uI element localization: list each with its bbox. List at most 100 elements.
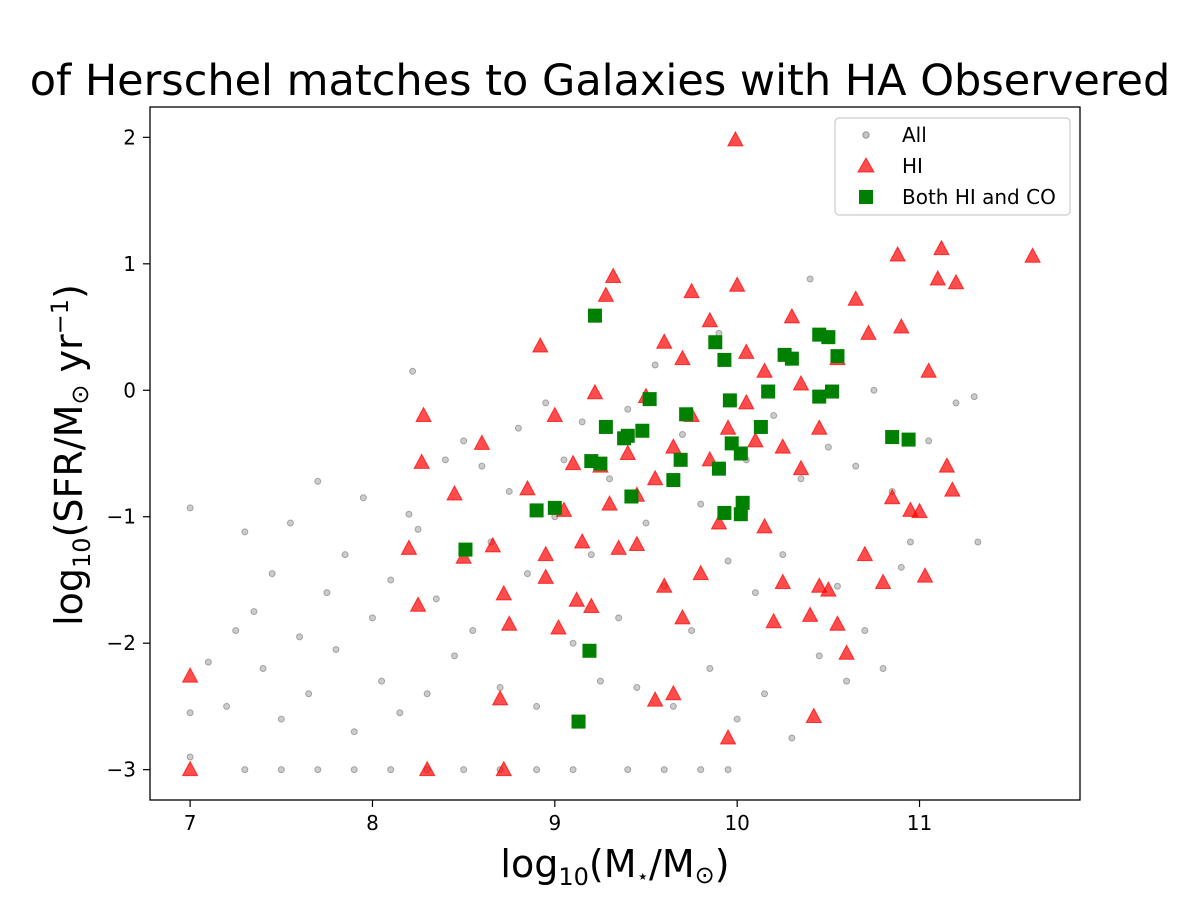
point-all: [770, 412, 778, 420]
legend-all-marker: [862, 131, 870, 139]
point-hi: [810, 419, 828, 435]
series-square: [458, 308, 916, 729]
point-all: [578, 418, 586, 426]
point-hi: [181, 667, 199, 683]
point-hi: [728, 276, 746, 292]
point-both-hi-co: [901, 432, 916, 447]
point-all: [441, 456, 449, 464]
point-all: [305, 690, 313, 698]
point-all: [697, 500, 705, 508]
point-hi: [765, 612, 782, 629]
x-label-star: ⋆: [637, 864, 650, 888]
plot-frame: [149, 106, 1081, 801]
point-all: [542, 399, 550, 407]
point-hi: [537, 545, 555, 562]
point-all: [633, 683, 641, 691]
point-hi: [701, 311, 719, 328]
y-label-mid: yr: [47, 334, 91, 385]
legend-both-label: Both HI and CO: [902, 185, 1056, 209]
point-all: [596, 677, 604, 685]
point-hi: [597, 286, 615, 302]
point-all: [615, 614, 623, 622]
x-label-base: log: [500, 842, 558, 886]
point-hi: [604, 267, 622, 283]
point-hi: [911, 502, 928, 519]
point-all: [332, 646, 340, 654]
point-hi: [601, 495, 618, 511]
point-all: [906, 538, 914, 546]
y-tick-label: 1: [123, 252, 136, 276]
point-hi: [944, 481, 961, 497]
point-all: [779, 551, 787, 559]
point-hi: [801, 606, 819, 622]
point-both-hi-co: [673, 452, 688, 467]
legend-all-label: All: [902, 123, 927, 147]
point-hi: [655, 333, 673, 349]
point-all: [833, 582, 841, 590]
chart-title: of Herschel matches to Galaxies with HA …: [30, 56, 1171, 106]
point-all: [387, 576, 395, 584]
point-hi: [874, 573, 892, 589]
point-hi: [500, 615, 518, 631]
point-both-hi-co: [784, 351, 799, 366]
point-both-hi-co: [635, 423, 650, 438]
point-all: [852, 462, 860, 470]
series-triangle: [181, 130, 1041, 777]
point-all: [861, 627, 869, 635]
point-hi: [938, 457, 956, 473]
point-both-hi-co: [830, 349, 845, 364]
point-hi: [916, 567, 934, 583]
point-hi: [418, 760, 436, 777]
point-both-hi-co: [620, 428, 635, 443]
point-all: [286, 519, 294, 527]
point-hi: [665, 684, 682, 701]
point-all: [451, 652, 459, 660]
x-tick-label: 11: [907, 811, 932, 835]
point-hi: [747, 431, 764, 448]
point-hi: [495, 760, 513, 777]
point-all: [587, 551, 595, 559]
point-all: [460, 437, 468, 445]
point-all: [660, 766, 668, 774]
point-all: [396, 709, 404, 717]
point-all: [897, 563, 905, 571]
point-all: [751, 589, 759, 597]
x-tick-label: 9: [548, 811, 561, 835]
x-label-text: (M: [589, 842, 637, 886]
point-hi: [683, 282, 700, 299]
point-both-hi-co: [624, 489, 639, 504]
y-tick-label: −2: [107, 631, 136, 655]
point-hi: [883, 488, 901, 505]
point-all: [974, 538, 982, 546]
y-tick-label: 0: [123, 378, 136, 402]
point-hi: [674, 349, 691, 366]
point-hi: [692, 564, 710, 581]
point-both-hi-co: [547, 500, 562, 515]
point-both-hi-co: [458, 542, 473, 557]
x-axis-ticks: 7 8 9 10 11: [184, 800, 932, 835]
point-both-hi-co: [529, 503, 544, 518]
point-all: [624, 405, 632, 413]
point-all: [314, 766, 322, 774]
point-both-hi-co: [642, 392, 657, 407]
point-all: [323, 589, 331, 597]
x-label-sun: ⊙: [695, 861, 715, 889]
point-hi: [838, 644, 855, 660]
point-hi: [737, 343, 755, 359]
y-label-tail: ): [47, 284, 91, 299]
point-all: [678, 431, 686, 439]
point-both-hi-co: [666, 473, 681, 488]
point-all: [806, 275, 814, 283]
point-both-hi-co: [735, 495, 750, 510]
point-all: [460, 766, 468, 774]
point-hi: [783, 307, 801, 324]
point-hi: [727, 130, 744, 147]
point-all: [241, 528, 249, 536]
point-both-hi-co: [598, 419, 613, 434]
point-hi: [415, 406, 432, 423]
x-axis-label: log10(M⋆/M⊙): [500, 842, 729, 891]
point-hi: [495, 584, 513, 601]
point-both-hi-co: [582, 643, 597, 658]
point-both-hi-co: [733, 507, 748, 522]
point-all: [788, 734, 796, 742]
